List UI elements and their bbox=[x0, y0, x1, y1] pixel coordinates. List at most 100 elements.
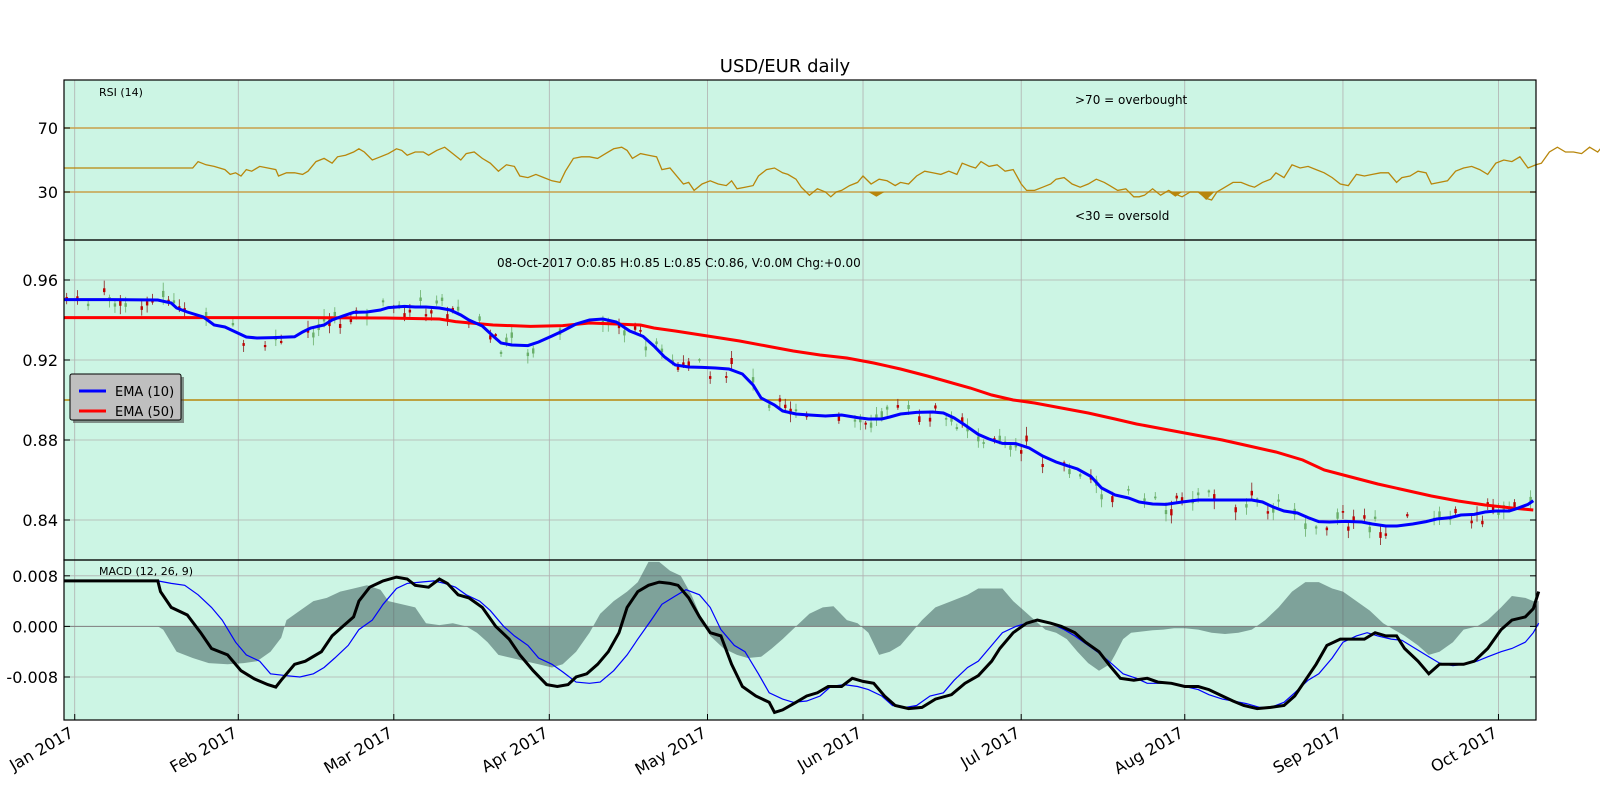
candle-body bbox=[660, 348, 664, 353]
candle-body bbox=[1266, 511, 1270, 514]
candle bbox=[1363, 508, 1366, 523]
candle-body bbox=[1491, 506, 1495, 512]
candle-body bbox=[446, 314, 449, 320]
candle bbox=[242, 339, 245, 352]
candle bbox=[263, 341, 267, 351]
candle bbox=[977, 428, 980, 448]
candle-body bbox=[875, 414, 878, 421]
candle-body bbox=[880, 411, 883, 418]
candle bbox=[1406, 512, 1409, 519]
candle-body bbox=[1379, 532, 1382, 538]
macd-line bbox=[64, 575, 1541, 715]
candle-body bbox=[885, 406, 889, 410]
candle-body bbox=[532, 348, 535, 354]
candle bbox=[1025, 426, 1028, 446]
overbought-label: >70 = overbought bbox=[1075, 93, 1188, 107]
candle-body bbox=[1373, 516, 1377, 519]
candle-body bbox=[955, 427, 959, 430]
candle-body bbox=[1020, 450, 1023, 454]
candle bbox=[639, 326, 642, 336]
candle-body bbox=[751, 377, 755, 383]
candle-body bbox=[338, 323, 342, 328]
candle-body bbox=[1368, 526, 1371, 533]
candle-body bbox=[961, 417, 964, 424]
candle bbox=[435, 295, 438, 306]
oversold-label: <30 = oversold bbox=[1075, 209, 1169, 223]
rsi-label: RSI (14) bbox=[99, 86, 143, 99]
candle bbox=[1454, 506, 1457, 516]
candle bbox=[1341, 505, 1345, 520]
candle-body bbox=[494, 334, 497, 337]
candle bbox=[381, 298, 385, 307]
candle-body bbox=[76, 296, 79, 300]
candle-body bbox=[451, 308, 454, 311]
candle bbox=[526, 349, 530, 364]
candle-body bbox=[86, 303, 90, 307]
candle bbox=[1207, 489, 1211, 497]
candle-body bbox=[1154, 496, 1157, 499]
candle-body bbox=[124, 303, 127, 307]
candle-body bbox=[682, 362, 685, 366]
candle bbox=[510, 326, 513, 346]
macd-signal-line bbox=[64, 580, 1540, 709]
candle-body bbox=[204, 312, 208, 319]
candle-body bbox=[1272, 507, 1275, 513]
legend-label-ema50: EMA (50) bbox=[115, 405, 174, 420]
candle-body bbox=[499, 351, 503, 354]
candle bbox=[1143, 493, 1146, 508]
candle bbox=[1470, 514, 1473, 529]
price-ytick-label: 0.96 bbox=[22, 271, 58, 290]
candle-body bbox=[183, 308, 186, 311]
candle-body bbox=[1100, 494, 1103, 500]
xtick-label: Oct 2017 bbox=[1427, 723, 1500, 776]
candle bbox=[312, 327, 315, 346]
candle bbox=[1277, 494, 1280, 508]
candle-body bbox=[1336, 512, 1339, 519]
candle-body bbox=[934, 405, 937, 409]
candle-body bbox=[928, 417, 932, 422]
macd-frame bbox=[63, 559, 1537, 721]
candle-body bbox=[489, 335, 492, 340]
rsi-ytick-label: 30 bbox=[38, 183, 58, 202]
candle-body bbox=[430, 310, 433, 314]
candle bbox=[1266, 505, 1270, 520]
price-ytick-label: 0.84 bbox=[22, 511, 58, 530]
candle bbox=[333, 307, 337, 324]
xtick-label: Mar 2017 bbox=[320, 723, 395, 777]
candle-body bbox=[864, 422, 867, 425]
candle bbox=[730, 351, 733, 372]
candle-body bbox=[1170, 509, 1173, 516]
price-readout: 08-Oct-2017 O:0.85 H:0.85 L:0.85 C:0.86,… bbox=[497, 256, 861, 270]
rsi-oversold-fill bbox=[1198, 192, 1215, 200]
candle-body bbox=[1277, 499, 1280, 502]
macd-ytick-label: 0.000 bbox=[12, 617, 58, 636]
candle-body bbox=[778, 398, 782, 402]
macd-histogram bbox=[64, 561, 1539, 671]
candle bbox=[778, 394, 782, 409]
candle-body bbox=[1363, 515, 1366, 519]
candle-body bbox=[333, 311, 337, 317]
candle-body bbox=[1041, 463, 1044, 468]
xtick-label: Jul 2017 bbox=[956, 723, 1023, 773]
candle-body bbox=[456, 306, 460, 311]
candle-body bbox=[1438, 511, 1441, 518]
candle-body bbox=[231, 322, 235, 326]
candle-body bbox=[1481, 520, 1484, 525]
candle bbox=[1325, 526, 1329, 536]
candle-body bbox=[676, 365, 680, 370]
candle-body bbox=[1352, 516, 1355, 522]
candle-body bbox=[1325, 527, 1329, 531]
candle-body bbox=[1454, 508, 1457, 514]
xtick-label: Apr 2017 bbox=[478, 723, 551, 776]
candle-body bbox=[103, 288, 106, 293]
candle-body bbox=[162, 290, 165, 298]
candle bbox=[961, 413, 964, 428]
candle bbox=[944, 415, 948, 427]
candle-body bbox=[639, 329, 642, 332]
candle-body bbox=[365, 313, 369, 319]
candle-body bbox=[1406, 514, 1409, 517]
candle bbox=[113, 300, 117, 313]
candle bbox=[950, 411, 953, 426]
candle bbox=[1250, 482, 1253, 501]
candle-body bbox=[1341, 511, 1345, 513]
